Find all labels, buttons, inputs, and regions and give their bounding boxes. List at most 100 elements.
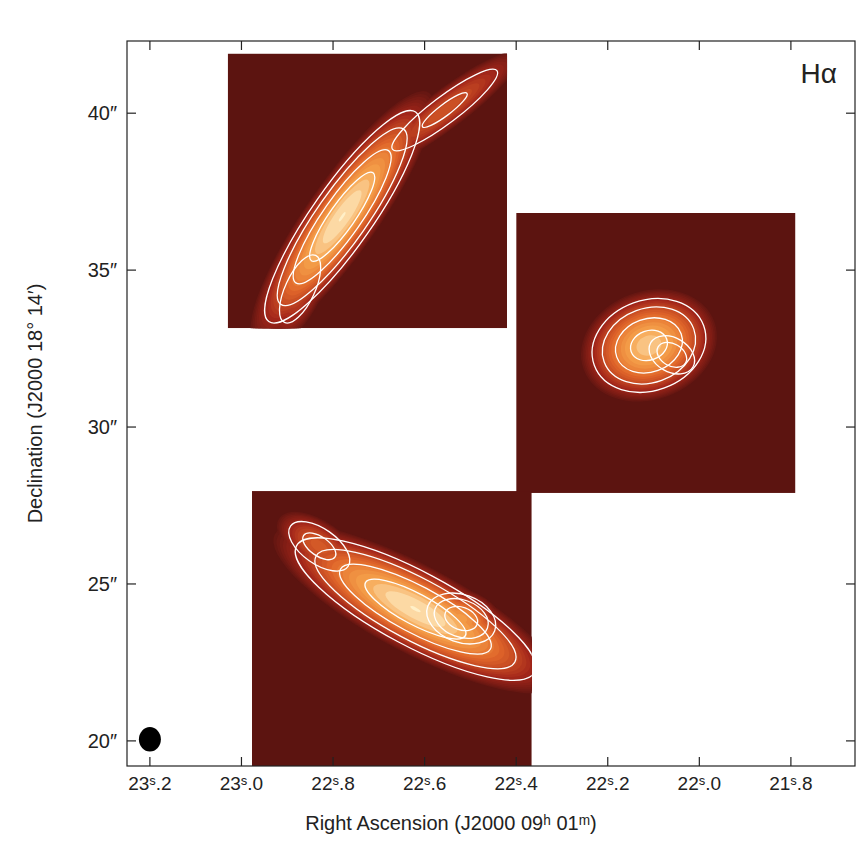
x-tick [699, 757, 700, 766]
emission [294, 524, 532, 695]
plot-area [139, 41, 796, 766]
y-tick-label: 30″ [88, 416, 117, 438]
x-tick-label: 22ˢ.8 [311, 773, 354, 794]
contour [642, 328, 701, 382]
x-tick-label: 21ˢ.8 [769, 773, 812, 794]
contour [653, 337, 692, 372]
emission [269, 506, 532, 712]
y-tick-label: 40″ [88, 102, 117, 124]
emission [587, 291, 710, 401]
emission [309, 534, 522, 684]
contour [358, 569, 472, 650]
emission [288, 149, 397, 284]
x-tick [607, 757, 608, 766]
emission [252, 104, 433, 328]
contour [279, 513, 532, 705]
panel [516, 213, 795, 493]
x-tick [149, 757, 150, 766]
panel [252, 491, 532, 766]
emission [326, 546, 504, 671]
emission [593, 295, 705, 395]
contour [329, 549, 501, 670]
panel-image [516, 213, 795, 493]
x-axis-title: Right Ascension (J2000 09ʰ 01ᵐ) [305, 812, 597, 834]
y-tick-right [846, 270, 855, 271]
emission [299, 527, 532, 691]
x-tick [790, 757, 791, 766]
y-tick-right [846, 113, 855, 114]
emission [425, 94, 464, 126]
emission [283, 143, 402, 291]
contour [280, 512, 358, 581]
y-tick-right [846, 583, 855, 584]
x-tick [516, 757, 517, 766]
contour [579, 283, 719, 408]
emission [596, 298, 702, 393]
contour [298, 528, 340, 565]
x-tick-label: 22ˢ.2 [586, 773, 629, 794]
y-tick-right [846, 426, 855, 427]
emission [274, 131, 411, 302]
x-tick-label: 22ˢ.6 [403, 773, 446, 794]
emission [269, 126, 414, 307]
contour [626, 325, 672, 365]
panel-image [252, 491, 532, 766]
contour [280, 140, 404, 294]
emission [258, 498, 532, 720]
emission [569, 274, 729, 416]
x-tick-label: 22ˢ.4 [494, 773, 538, 794]
x-tick-top [790, 41, 791, 50]
emission [308, 174, 377, 260]
x-tick [241, 757, 242, 766]
chart: 23ˢ.223ˢ.022ˢ.822ˢ.622ˢ.422ˢ.222ˢ.021ˢ.8… [0, 0, 867, 861]
emission [304, 531, 527, 688]
x-tick-top [699, 41, 700, 50]
contour [271, 249, 329, 328]
emission [340, 556, 491, 662]
emission [290, 521, 532, 698]
panel [228, 54, 507, 329]
contour [384, 60, 505, 160]
y-tick [127, 583, 136, 584]
x-tick-top [241, 41, 242, 50]
emission [255, 108, 430, 325]
y-tick [127, 113, 136, 114]
frame [127, 41, 855, 766]
y-tick-label: 20″ [88, 730, 117, 752]
x-tick-label: 23ˢ.2 [128, 773, 171, 794]
x-tick-top [149, 41, 150, 50]
contour [419, 89, 470, 132]
contour [260, 115, 424, 319]
emission [273, 509, 532, 710]
emission [281, 514, 532, 703]
emission [405, 77, 484, 143]
x-tick-top [332, 41, 333, 50]
x-tick-top [424, 41, 425, 50]
emission [573, 278, 725, 413]
contour [244, 95, 440, 329]
emission [248, 100, 436, 328]
y-tick-label: 25″ [88, 573, 117, 595]
contour [429, 591, 494, 645]
x-tick [424, 757, 425, 766]
emission [254, 496, 531, 723]
emission [348, 562, 483, 657]
beam [139, 727, 161, 751]
contour [301, 165, 383, 268]
emission [582, 286, 715, 405]
emission [567, 272, 731, 418]
emission [578, 282, 721, 409]
x-tick [332, 757, 333, 766]
emission [300, 164, 384, 269]
contour [608, 309, 691, 382]
emission [338, 211, 347, 222]
contour [441, 602, 481, 635]
emission [357, 568, 474, 650]
emission [277, 512, 532, 707]
y-tick [127, 740, 136, 741]
x-tick-top [607, 41, 608, 50]
contour [591, 294, 706, 396]
x-tick-label: 22ˢ.0 [678, 773, 721, 794]
emission [320, 542, 510, 676]
emission [265, 503, 532, 715]
